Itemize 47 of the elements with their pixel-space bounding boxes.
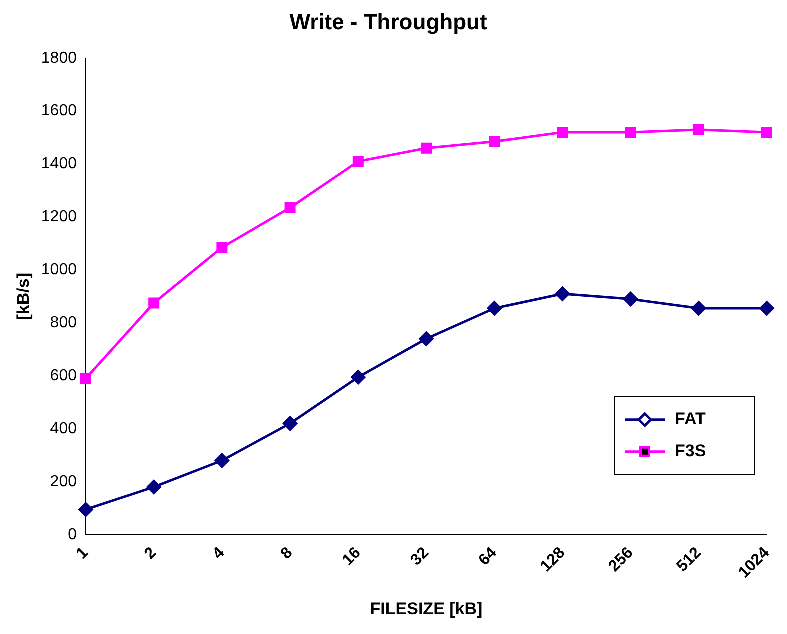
point bbox=[489, 136, 500, 148]
x-tick-label: 256 bbox=[606, 544, 637, 576]
point bbox=[148, 298, 160, 309]
x-tick-label: 64 bbox=[476, 544, 501, 570]
point bbox=[557, 127, 568, 138]
x-tick-label: 2 bbox=[142, 544, 160, 563]
y-tick-label: 1600 bbox=[41, 102, 78, 120]
point bbox=[693, 124, 704, 136]
point bbox=[487, 301, 502, 316]
point bbox=[692, 301, 706, 316]
chart-title: Write - Throughput bbox=[290, 9, 488, 34]
point bbox=[624, 292, 638, 307]
point bbox=[80, 373, 92, 384]
point bbox=[421, 142, 432, 154]
y-axis-title: [kB/s] bbox=[14, 273, 33, 320]
y-tick-label: 600 bbox=[50, 367, 78, 384]
point bbox=[555, 286, 570, 302]
point bbox=[283, 416, 298, 431]
point bbox=[762, 127, 772, 138]
x-tick-label: 32 bbox=[408, 544, 433, 570]
x-tick-label: 512 bbox=[674, 544, 705, 576]
x-tick-label: 8 bbox=[278, 544, 296, 563]
x-axis-title: FILESIZE [kB] bbox=[370, 599, 483, 618]
point bbox=[419, 332, 434, 346]
point bbox=[284, 202, 296, 214]
point bbox=[146, 480, 162, 494]
point bbox=[352, 156, 364, 168]
point bbox=[214, 453, 230, 468]
x-tick-label: 128 bbox=[538, 544, 569, 576]
x-tick-label: 4 bbox=[210, 544, 228, 563]
point bbox=[351, 370, 366, 385]
point bbox=[625, 127, 636, 138]
y-tick-label: 200 bbox=[50, 473, 78, 490]
x-tick-label: 16 bbox=[340, 544, 364, 570]
point bbox=[78, 502, 94, 517]
y-tick-label: 0 bbox=[68, 526, 78, 544]
y-tick-label: 1000 bbox=[41, 262, 78, 279]
y-tick-label: 1800 bbox=[41, 50, 78, 67]
y-tick-label: 400 bbox=[50, 420, 78, 438]
point bbox=[216, 242, 228, 254]
legend-label: F3S bbox=[675, 442, 706, 461]
y-tick-label: 800 bbox=[50, 314, 78, 332]
legend-label: FAT bbox=[675, 410, 706, 429]
point bbox=[760, 301, 774, 316]
x-tick-label: 1 bbox=[74, 544, 92, 563]
y-tick-label: 1200 bbox=[41, 208, 78, 226]
y-tick-label: 1400 bbox=[41, 156, 78, 173]
